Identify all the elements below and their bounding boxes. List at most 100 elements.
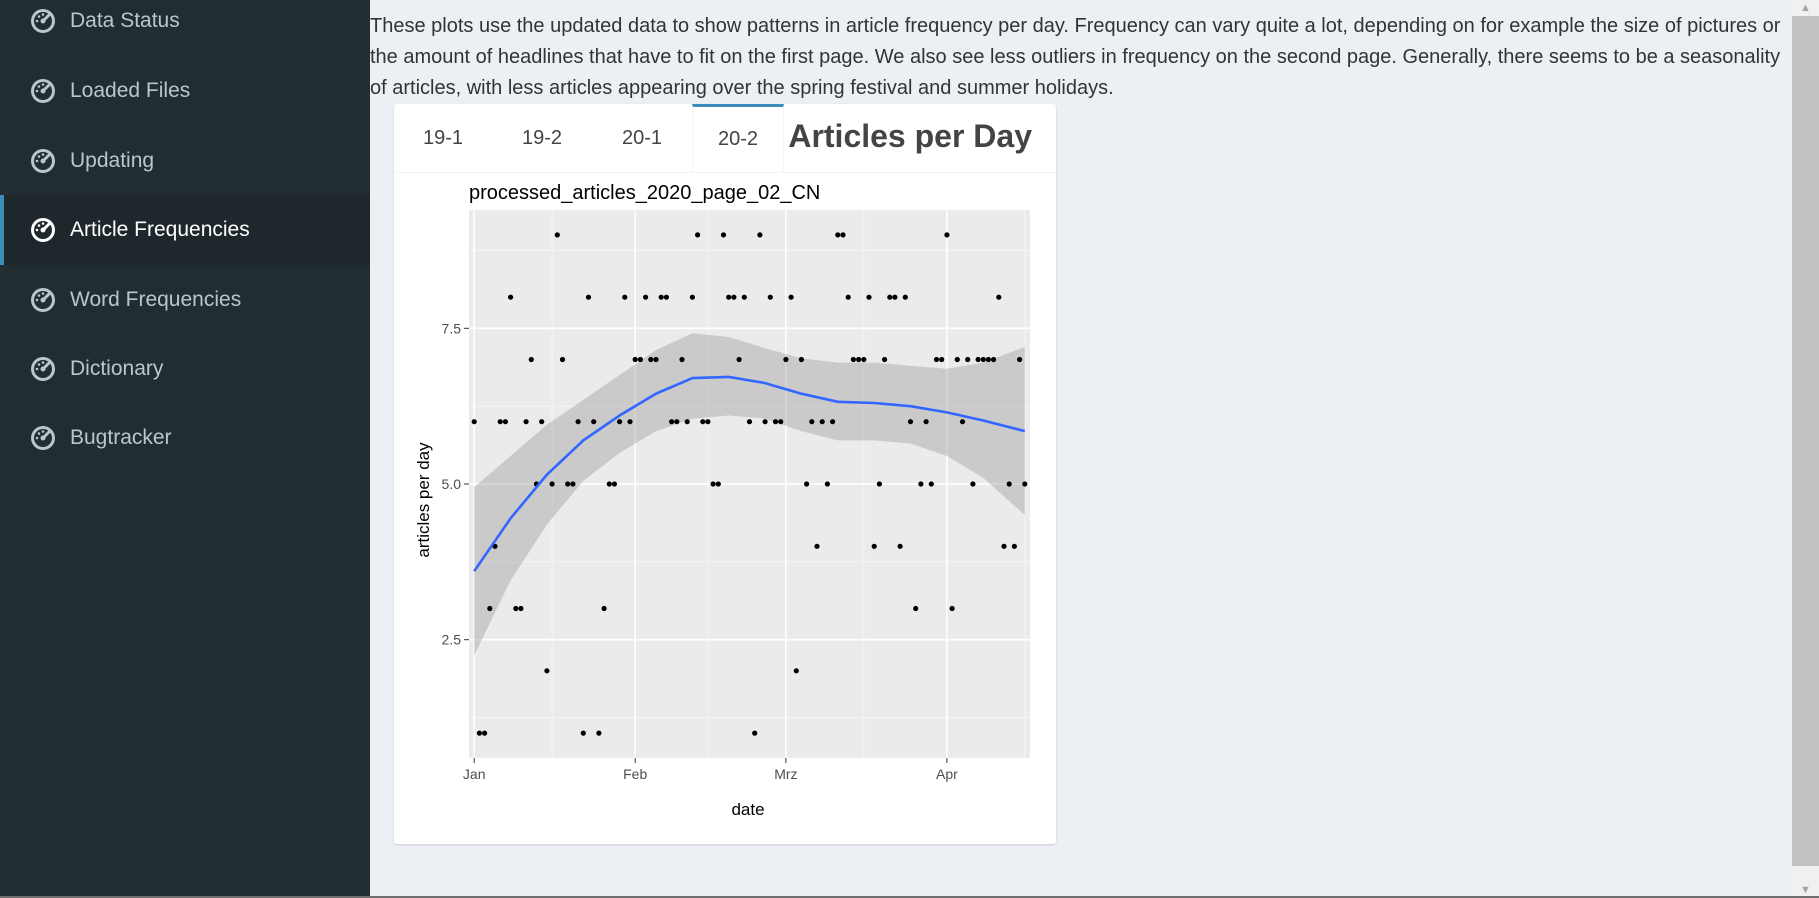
data-point	[866, 294, 872, 300]
sidebar-item-dictionary[interactable]: Dictionary	[0, 334, 370, 404]
sidebar-item-label: Bugtracker	[70, 426, 172, 449]
data-point	[570, 481, 576, 487]
data-point	[648, 356, 654, 363]
tab-20-2[interactable]: 20-2	[692, 104, 784, 172]
data-point	[767, 294, 773, 300]
data-point	[907, 419, 914, 425]
data-point	[726, 294, 732, 300]
sidebar-item-data-status[interactable]: Data Status	[0, 0, 370, 56]
data-point	[991, 356, 997, 363]
scroll-thumb[interactable]	[1792, 16, 1819, 866]
data-point	[1011, 543, 1018, 549]
sidebar-item-loaded-files[interactable]: Loaded Files	[0, 56, 370, 126]
data-point	[798, 356, 804, 363]
dashboard-icon	[30, 148, 56, 174]
tab-19-2[interactable]: 19-2	[521, 126, 563, 149]
data-point	[809, 419, 815, 425]
sidebar-item-label: Word Frequencies	[70, 288, 242, 311]
data-point	[715, 481, 721, 487]
data-point	[643, 294, 649, 300]
data-point	[518, 605, 524, 612]
data-point	[700, 419, 706, 425]
vertical-scrollbar[interactable]: ▲ ▼	[1792, 0, 1819, 898]
data-point	[736, 356, 742, 363]
data-point	[928, 481, 934, 487]
data-point	[1006, 481, 1012, 487]
data-point	[580, 730, 586, 736]
data-point	[565, 481, 571, 487]
x-tick-label: Apr	[936, 766, 958, 782]
data-point	[949, 605, 955, 612]
x-tick-label: Jan	[463, 766, 486, 782]
data-point	[824, 481, 830, 487]
y-tick-label: 7.5	[442, 320, 462, 336]
data-point	[804, 481, 810, 487]
data-point	[720, 232, 727, 238]
data-point	[814, 543, 820, 549]
scroll-down-arrow-icon[interactable]: ▼	[1800, 884, 1811, 896]
data-point	[778, 419, 784, 425]
data-point	[985, 356, 992, 363]
data-point	[913, 605, 919, 612]
data-point	[539, 419, 545, 425]
sidebar-item-bugtracker[interactable]: Bugtracker	[0, 403, 370, 473]
x-tick-label: Mrz	[774, 766, 797, 782]
data-points	[471, 232, 1028, 736]
data-point	[674, 419, 680, 425]
data-point	[476, 730, 482, 736]
tab-20-1[interactable]: 20-1	[621, 126, 663, 149]
data-point	[772, 419, 779, 425]
confidence-ribbon	[474, 333, 1025, 656]
sidebar-item-word-frequencies[interactable]: Word Frequencies	[0, 265, 370, 335]
data-point	[482, 730, 488, 736]
data-point	[902, 294, 908, 300]
data-point	[939, 356, 945, 363]
data-point	[471, 419, 477, 425]
data-point	[996, 294, 1002, 300]
data-point	[710, 481, 716, 487]
chart-title: processed_articles_2020_page_02_CN	[469, 182, 820, 204]
data-point	[627, 419, 633, 425]
x-axis-label: date	[731, 800, 764, 819]
tick-marks	[464, 327, 948, 763]
box-title: Articles per Day	[788, 118, 1032, 154]
tab-bar: 19-1 19-2 20-1 20-2 Articles per Day	[394, 104, 1056, 173]
data-point	[835, 232, 841, 238]
sidebar-item-label: Article Frequencies	[70, 218, 250, 241]
data-point	[830, 419, 836, 425]
data-point	[871, 543, 877, 549]
data-point	[887, 294, 893, 300]
dashboard-icon	[30, 8, 56, 34]
sidebar-item-label: Loaded Files	[70, 79, 191, 102]
data-point	[970, 481, 976, 487]
tab-19-1[interactable]: 19-1	[422, 126, 464, 149]
data-point	[918, 481, 924, 487]
data-point	[882, 356, 888, 363]
scroll-up-arrow-icon[interactable]: ▲	[1800, 2, 1811, 14]
data-point	[840, 232, 846, 238]
data-point	[762, 419, 768, 425]
data-point	[601, 605, 607, 612]
data-point	[617, 419, 623, 425]
data-point	[684, 419, 690, 425]
data-point	[819, 419, 825, 425]
data-point	[861, 356, 867, 363]
dashboard-icon	[30, 78, 56, 104]
sidebar: Data Status Loaded Files Updating Articl…	[0, 0, 370, 898]
data-point	[954, 356, 960, 363]
data-point	[622, 294, 628, 300]
data-point	[757, 232, 763, 238]
data-point	[876, 481, 882, 487]
data-point	[611, 481, 617, 487]
data-point	[731, 294, 737, 300]
data-point	[523, 419, 529, 425]
sidebar-item-label: Dictionary	[70, 357, 164, 380]
smooth-trend-line	[473, 375, 1026, 572]
sidebar-item-updating[interactable]: Updating	[0, 126, 370, 196]
data-point	[632, 356, 638, 363]
sidebar-item-article-frequencies[interactable]: Article Frequencies	[0, 195, 370, 265]
dashboard-icon	[30, 287, 56, 313]
data-point	[980, 356, 986, 363]
y-axis: 2.5 5.0 7.5	[442, 320, 462, 647]
data-point	[959, 419, 966, 425]
